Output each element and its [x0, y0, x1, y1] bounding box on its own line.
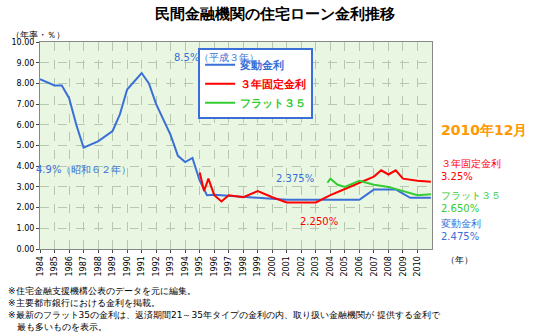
svg-text:1987: 1987 — [79, 256, 88, 276]
svg-text:1990: 1990 — [123, 256, 132, 276]
svg-text:2010: 2010 — [413, 256, 422, 276]
svg-text:2000: 2000 — [268, 256, 277, 276]
svg-text:2006: 2006 — [355, 256, 364, 276]
svg-text:9.00: 9.00 — [17, 59, 35, 68]
svg-text:1999: 1999 — [253, 256, 262, 276]
svg-text:1992: 1992 — [152, 256, 161, 276]
svg-text:2008: 2008 — [384, 256, 393, 276]
svg-text:2.375%: 2.375% — [276, 173, 314, 184]
svg-text:1.00: 1.00 — [17, 224, 35, 233]
svg-text:（年率・％）: （年率・％） — [11, 30, 65, 40]
svg-text:1985: 1985 — [50, 256, 59, 276]
svg-text:8.00: 8.00 — [17, 79, 35, 88]
svg-text:1998: 1998 — [239, 256, 248, 276]
svg-text:1991: 1991 — [137, 256, 146, 276]
svg-text:1995: 1995 — [195, 256, 204, 276]
svg-text:2004: 2004 — [326, 256, 335, 276]
svg-text:1986: 1986 — [65, 256, 74, 276]
html-text:※主要都市銀行における金利を掲載。: ※主要都市銀行における金利を掲載。 — [8, 298, 160, 308]
svg-text:1988: 1988 — [94, 256, 103, 276]
svg-text:2.250%: 2.250% — [300, 216, 338, 227]
svg-text:4.00: 4.00 — [17, 162, 35, 171]
svg-text:フラット３５2.650%: フラット３５2.650% — [441, 190, 501, 214]
svg-text:変動金利: 変動金利 — [239, 59, 284, 72]
svg-text:2.00: 2.00 — [17, 203, 35, 212]
html-text:※最新のフラット35の金利は、返済期間21～35年タイプの金: ※最新のフラット35の金利は、返済期間21～35年タイプの金利の内、取り扱い金融… — [8, 310, 440, 332]
svg-text:2001: 2001 — [282, 256, 291, 276]
svg-text:1997: 1997 — [224, 256, 233, 276]
svg-text:8.5%（平成３年）: 8.5%（平成３年） — [174, 52, 259, 63]
svg-text:0.00: 0.00 — [17, 245, 35, 254]
svg-text:1984: 1984 — [36, 256, 45, 276]
svg-text:フラット３５: フラット３５ — [240, 97, 306, 110]
svg-text:（年）: （年） — [446, 255, 473, 265]
svg-text:1993: 1993 — [166, 256, 175, 276]
svg-text:2002: 2002 — [297, 256, 306, 276]
svg-text:6.00: 6.00 — [17, 121, 35, 130]
svg-text:2003: 2003 — [311, 256, 320, 276]
svg-text:2007: 2007 — [370, 256, 379, 276]
svg-text:民間金融機関の住宅ローン金利推移: 民間金融機関の住宅ローン金利推移 — [155, 5, 395, 23]
svg-text:2010年12月: 2010年12月 — [441, 122, 527, 138]
svg-text:３年固定金利3.25%: ３年固定金利3.25% — [441, 158, 501, 182]
svg-text:変動金利2.475%: 変動金利2.475% — [441, 218, 481, 242]
svg-text:2009: 2009 — [399, 256, 408, 276]
html-text:※住宅金融支援機構公表のデータを元に編集。: ※住宅金融支援機構公表のデータを元に編集。 — [8, 286, 196, 296]
svg-text:4.9%（昭和６２年）: 4.9%（昭和６２年） — [36, 164, 131, 175]
svg-text:1996: 1996 — [210, 256, 219, 276]
svg-text:7.00: 7.00 — [17, 100, 35, 109]
svg-text:2005: 2005 — [340, 256, 349, 276]
svg-text:1989: 1989 — [108, 256, 117, 276]
svg-text:5.00: 5.00 — [17, 141, 35, 150]
svg-text:10.00: 10.00 — [11, 38, 34, 47]
svg-text:1994: 1994 — [181, 256, 190, 276]
svg-text:３年固定金利: ３年固定金利 — [240, 78, 306, 91]
svg-text:3.00: 3.00 — [17, 183, 35, 192]
